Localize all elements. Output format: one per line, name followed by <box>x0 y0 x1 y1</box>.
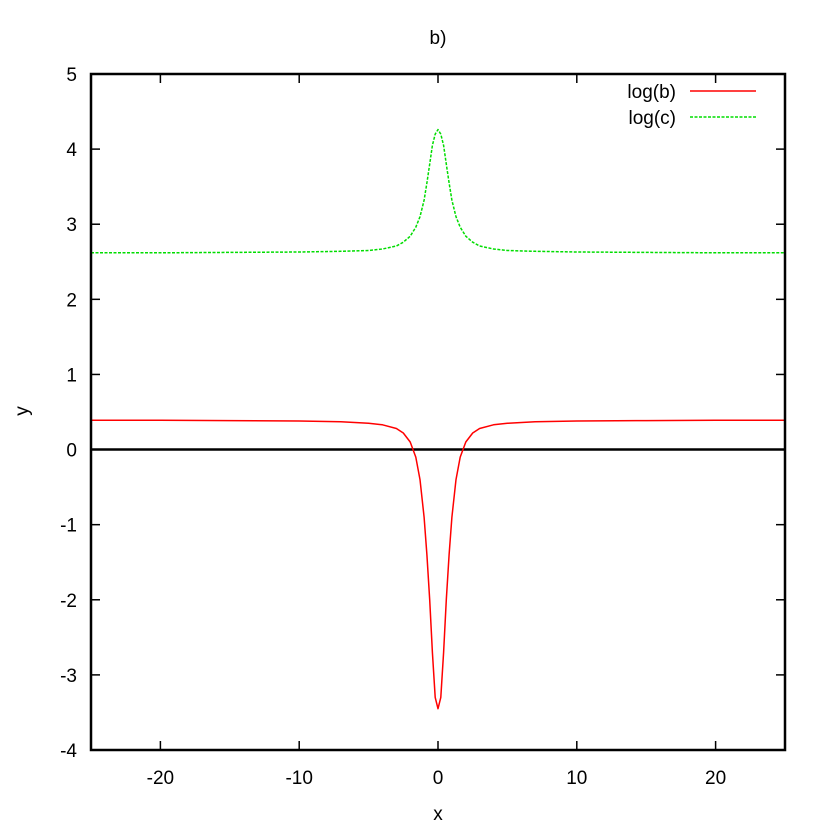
legend-label: log(c) <box>628 108 676 129</box>
x-tick-label: -10 <box>285 768 312 789</box>
x-axis-label: x <box>433 804 443 825</box>
series-line-1 <box>91 128 785 254</box>
y-tick-label: 3 <box>66 215 77 236</box>
x-tick-label: 10 <box>566 768 587 789</box>
x-tick-label: 0 <box>433 768 444 789</box>
y-tick-label: 2 <box>66 290 77 311</box>
y-tick-label: -1 <box>60 516 77 537</box>
legend: log(b) log(c) <box>627 82 756 129</box>
y-tick-label: 1 <box>66 365 77 386</box>
y-tick-label: 4 <box>66 140 77 161</box>
y-tick-label: -2 <box>60 591 77 612</box>
plot-frame <box>89 72 787 752</box>
x-tick-label: -20 <box>147 768 174 789</box>
y-axis-label: y <box>12 406 33 416</box>
chart-title: b) <box>430 28 447 49</box>
y-tick-label: -3 <box>60 666 77 687</box>
legend-label: log(b) <box>627 82 676 103</box>
series-line-0 <box>91 419 785 710</box>
x-tick-label: 20 <box>705 768 726 789</box>
y-tick-label: 5 <box>66 65 77 86</box>
y-tick-label: -4 <box>60 741 77 762</box>
y-tick-label: 0 <box>66 441 77 462</box>
